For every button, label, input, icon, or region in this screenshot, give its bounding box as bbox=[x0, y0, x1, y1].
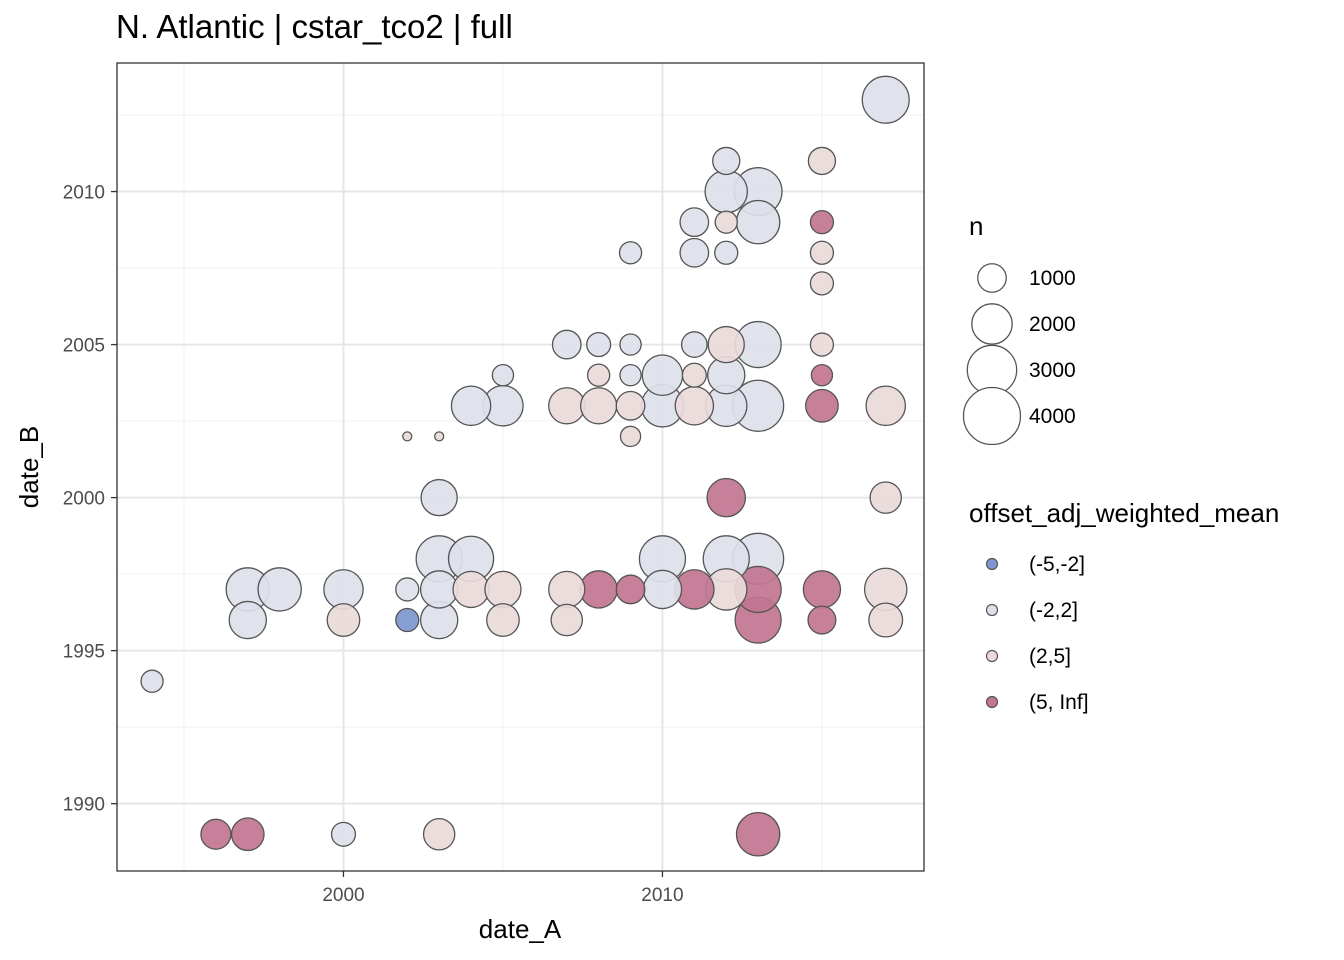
data-point bbox=[422, 818, 456, 851]
y-tick-label: 2010 bbox=[63, 183, 105, 204]
color-legend-key bbox=[985, 695, 999, 709]
data-point bbox=[805, 388, 839, 423]
data-point bbox=[809, 332, 835, 357]
data-point bbox=[865, 385, 907, 427]
color-legend-key bbox=[985, 557, 999, 571]
data-point bbox=[807, 605, 837, 635]
data-point bbox=[706, 477, 747, 518]
data-point bbox=[809, 240, 835, 265]
color-legend-key bbox=[985, 649, 999, 663]
data-point bbox=[551, 329, 582, 360]
data-point bbox=[619, 333, 642, 356]
plot-panel bbox=[117, 63, 924, 871]
data-point bbox=[735, 811, 781, 857]
data-point bbox=[674, 386, 715, 426]
data-point bbox=[230, 817, 265, 852]
y-tick-label: 1990 bbox=[63, 795, 105, 816]
data-point bbox=[586, 363, 611, 387]
chart-title: N. Atlantic | cstar_tco2 | full bbox=[116, 8, 513, 45]
data-point bbox=[615, 390, 646, 421]
data-point bbox=[809, 210, 835, 235]
size-legend-label: 2000 bbox=[1029, 313, 1076, 336]
data-point bbox=[679, 207, 710, 238]
data-point bbox=[548, 570, 586, 609]
data-point bbox=[140, 669, 164, 693]
x-tick-label: 2000 bbox=[322, 885, 364, 906]
data-point bbox=[548, 387, 586, 425]
x-tick-label: 2010 bbox=[641, 885, 683, 906]
color-legend-title: offset_adj_weighted_mean bbox=[969, 498, 1279, 528]
data-point bbox=[809, 271, 835, 296]
y-tick-label: 2005 bbox=[63, 336, 105, 357]
color-legend-label: (-5,-2] bbox=[1029, 553, 1085, 576]
data-point bbox=[550, 603, 584, 637]
data-point bbox=[641, 354, 684, 396]
y-axis-title: date_B bbox=[14, 426, 44, 508]
color-legend: offset_adj_weighted_mean (-5,-2] (-2,2] (2… bbox=[969, 498, 1279, 714]
y-tick-label: 1995 bbox=[63, 642, 105, 663]
size-legend-key bbox=[971, 303, 1013, 345]
data-point bbox=[491, 363, 515, 387]
data-point bbox=[200, 818, 232, 850]
size-legend-label: 4000 bbox=[1029, 405, 1076, 428]
data-point bbox=[615, 574, 646, 605]
data-point bbox=[619, 363, 642, 387]
data-point bbox=[861, 75, 910, 124]
data-point bbox=[679, 237, 710, 268]
data-point bbox=[452, 570, 490, 609]
data-point bbox=[420, 478, 458, 517]
data-point bbox=[330, 821, 357, 847]
data-point bbox=[586, 331, 612, 358]
data-point bbox=[402, 431, 413, 442]
data-point bbox=[326, 603, 361, 637]
data-point bbox=[735, 199, 781, 245]
color-legend-label: (2,5] bbox=[1029, 645, 1071, 668]
data-point bbox=[642, 569, 683, 610]
data-point bbox=[257, 567, 302, 612]
size-legend: n 1000 2000 3000 4000 bbox=[962, 211, 1076, 446]
data-point bbox=[681, 362, 707, 388]
data-point bbox=[714, 240, 739, 265]
data-point bbox=[228, 600, 268, 640]
size-legend-label: 3000 bbox=[1029, 359, 1076, 382]
data-point bbox=[680, 331, 708, 358]
data-point bbox=[869, 481, 902, 514]
data-point bbox=[419, 570, 459, 609]
size-legend-title: n bbox=[969, 211, 983, 241]
size-legend-label: 1000 bbox=[1029, 267, 1076, 290]
data-point bbox=[807, 146, 837, 176]
data-point bbox=[802, 570, 842, 609]
data-point bbox=[450, 385, 492, 427]
color-legend-label: (-2,2] bbox=[1029, 599, 1078, 622]
data-points bbox=[140, 75, 910, 857]
data-point bbox=[395, 577, 420, 602]
data-point bbox=[619, 425, 642, 448]
data-point bbox=[579, 570, 618, 609]
color-legend-key bbox=[985, 603, 999, 617]
data-point bbox=[434, 431, 445, 442]
data-point bbox=[484, 570, 522, 609]
color-legend-label: (5, Inf] bbox=[1029, 691, 1089, 714]
data-point bbox=[704, 169, 749, 214]
plot-border bbox=[116, 62, 925, 872]
axes: 2000 2010 1990 1995 2000 2005 2010 bbox=[63, 183, 684, 906]
data-point bbox=[810, 363, 834, 387]
data-point bbox=[618, 241, 643, 265]
y-tick-label: 2000 bbox=[63, 489, 105, 510]
size-legend-key bbox=[977, 263, 1007, 293]
data-point bbox=[395, 607, 420, 633]
data-point bbox=[707, 325, 745, 364]
x-axis-title: date_A bbox=[479, 914, 562, 944]
data-point bbox=[868, 602, 904, 638]
size-legend-key bbox=[962, 386, 1022, 446]
grid bbox=[117, 63, 924, 871]
data-point bbox=[579, 387, 618, 425]
data-point bbox=[714, 210, 738, 234]
data-point bbox=[712, 146, 741, 176]
data-point bbox=[486, 603, 520, 637]
